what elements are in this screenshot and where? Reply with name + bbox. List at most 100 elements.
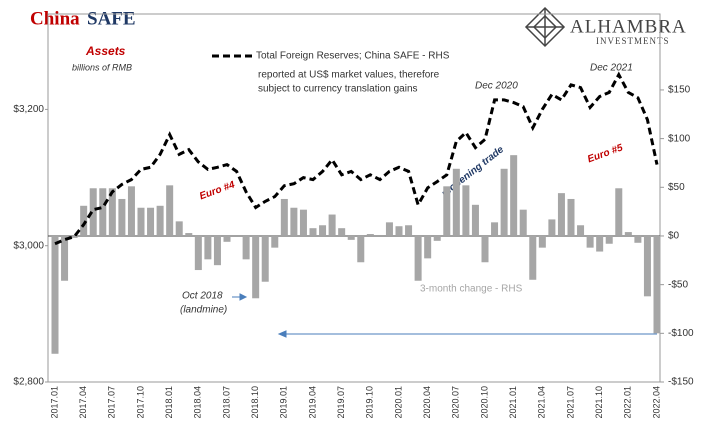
bar [634,235,642,243]
bar [185,233,193,236]
legend-label: Total Foreign Reserves; China SAFE - RHS [256,51,450,62]
bar [108,188,116,236]
y-sublabel: billions of RMB [72,62,132,72]
bar [70,235,78,238]
x-tick-label: 2022.04 [651,386,661,419]
y2-tick-label: $50 [668,182,685,193]
bar [328,214,336,236]
bar [405,225,413,236]
bar [519,209,527,236]
x-tick-label: 2018.07 [221,386,231,419]
bar [118,198,126,236]
annotation: Euro #5 [586,142,625,165]
bar [548,219,556,236]
bar [414,235,422,281]
bar [89,188,97,236]
y-tick-label: $2,800 [13,377,44,388]
y2-tick-label: -$50 [668,279,688,290]
bar [99,188,107,236]
x-tick-label: 2019.04 [307,386,317,419]
bar [280,198,288,236]
bar [510,155,518,236]
bar [567,198,575,236]
bar [395,226,403,236]
x-tick-label: 2021.01 [508,386,518,419]
bar [366,234,374,236]
bar [481,235,489,263]
bar [557,193,565,236]
x-tick-label: 2020.04 [422,386,432,419]
x-tick-label: 2019.10 [365,386,375,419]
bar [290,207,298,236]
bar [529,235,537,280]
x-tick-label: 2019.01 [279,386,289,419]
logo: ALHAMBRA [570,16,687,37]
x-tick-label: 2021.10 [594,386,604,419]
y2-tick-label: $0 [668,231,680,242]
annotation: Oct 2018 [182,291,223,302]
note: reported at US$ market values, therefore [258,70,440,81]
bar [156,205,164,236]
x-tick-label: 2021.04 [537,386,547,419]
annotation: Dec 2021 [590,63,633,74]
bar [491,222,499,236]
bar [309,228,317,236]
logo-sub: INVESTMENTS [596,36,670,46]
bar [357,235,365,263]
bar [271,235,279,248]
bar [424,235,432,259]
bar [204,235,212,260]
x-tick-label: 2020.01 [393,386,403,419]
series-label: 3-month change - RHS [420,284,523,295]
x-tick-label: 2019.07 [336,386,346,419]
bar [643,235,651,297]
x-tick-label: 2018.01 [164,386,174,419]
x-tick-label: 2020.07 [451,386,461,419]
y-label: Assets [85,44,126,58]
bar [443,186,451,236]
bar [319,225,327,236]
bar [252,235,260,299]
bar [586,235,594,248]
x-tick-label: 2021.07 [565,386,575,419]
bar [596,235,604,252]
annotation: (landmine) [180,305,227,316]
bar [147,207,155,236]
annotation: Dec 2020 [475,81,518,92]
x-tick-label: 2017.07 [107,386,117,419]
bar [242,235,250,260]
bar [471,204,479,236]
y2-tick-label: -$100 [668,328,694,339]
bar [452,168,460,236]
x-tick-label: 2022.01 [623,386,633,419]
bar [433,235,441,241]
bar [624,232,632,236]
x-tick-label: 2017.10 [135,386,145,419]
bar [338,228,346,236]
bar [605,235,613,244]
plot-frame [47,13,661,383]
bar [261,235,269,282]
bar [299,209,307,236]
line [54,71,659,246]
x-tick-label: 2018.10 [250,386,260,419]
bar [385,222,393,236]
x-tick-label: 2017.01 [49,386,59,419]
y2-tick-label: -$150 [668,377,694,388]
note: subject to currency translation gains [258,84,418,95]
bar [213,235,221,266]
bar [653,235,661,334]
bar [61,235,69,281]
bar [223,235,231,242]
bar [347,235,355,240]
bar [175,221,183,236]
bar [194,235,202,271]
bar [615,188,623,236]
bar [166,185,174,236]
chart-title: China [30,8,80,29]
arrow [232,293,657,338]
y2-tick-label: $150 [668,85,691,96]
x-tick-label: 2018.04 [193,386,203,419]
bar [137,207,145,236]
